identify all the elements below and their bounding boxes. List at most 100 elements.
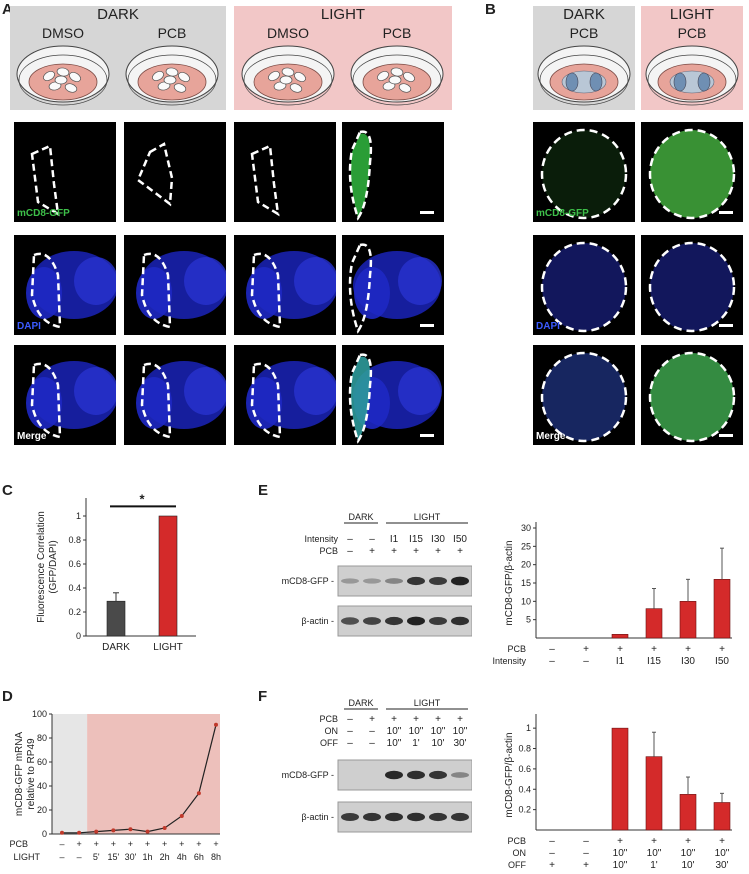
blotF-row-cell: 10" bbox=[431, 726, 446, 737]
blotE-dark-label: DARK bbox=[348, 512, 373, 522]
blotF-band bbox=[451, 772, 469, 778]
blotE-row-cell: + bbox=[413, 546, 419, 557]
chartF-ytick-label: 0.4 bbox=[518, 784, 531, 794]
panel-b-light-heading: LIGHT bbox=[669, 6, 715, 23]
panel-c-ylabel-line2: (GFP/DAPI) bbox=[48, 540, 59, 593]
blotF-row-cell: + bbox=[369, 714, 375, 725]
blotE-band bbox=[385, 616, 403, 626]
chartF-row-label: ON bbox=[513, 848, 527, 858]
micrograph-a-r3-c4 bbox=[342, 345, 444, 445]
panel-d-ytick-label: 60 bbox=[37, 757, 47, 767]
dish-a-4-label: PCB bbox=[383, 25, 412, 41]
chartE-ytick-label: 15 bbox=[521, 578, 531, 588]
chartF-row-cell: 10" bbox=[681, 848, 696, 859]
panel-d-label: D bbox=[2, 688, 13, 705]
panel-d-light-cell: 15' bbox=[107, 852, 119, 862]
panel-c-ytick-label: 0.6 bbox=[68, 559, 81, 569]
micrograph-b-channel-label-1: mCD8-GFP bbox=[536, 208, 589, 219]
chartF-row-label: OFF bbox=[508, 860, 526, 870]
blotE-band bbox=[451, 616, 469, 626]
chartF-row-cell: – bbox=[583, 836, 589, 847]
chartF-ytick-label: 0.8 bbox=[518, 744, 531, 754]
blotE-band bbox=[407, 576, 425, 586]
panel-d-point bbox=[111, 828, 116, 833]
panel-d-light-cell: 5' bbox=[93, 852, 100, 862]
chartF-bar bbox=[611, 727, 629, 831]
panel-d-light-cell: – bbox=[59, 852, 64, 862]
blotF-band bbox=[407, 770, 425, 780]
blotF-row-cell: – bbox=[347, 738, 353, 749]
blotE-band bbox=[363, 617, 381, 625]
chartF-row-cell: + bbox=[685, 836, 691, 847]
micrograph-a-r3-c1: Merge bbox=[14, 345, 116, 445]
panel-d-ytick-label: 0 bbox=[42, 829, 47, 839]
panel-d-point bbox=[196, 791, 201, 796]
panel-d-light-cell: – bbox=[77, 852, 82, 862]
panel-d-pcb-cell: + bbox=[145, 839, 150, 849]
micrograph-b-channel-label-3: Merge bbox=[536, 431, 566, 442]
scale-bar-a-2 bbox=[420, 324, 434, 327]
blotF-row-cell: + bbox=[391, 714, 397, 725]
blotF-row-cell: + bbox=[413, 714, 419, 725]
panel-d-ylabel-line1: mCD8-GFP mRNA bbox=[14, 732, 25, 817]
chartE-row-cell: + bbox=[651, 644, 657, 655]
chartF-row-cell: 30' bbox=[715, 860, 728, 871]
blotF-band bbox=[385, 770, 403, 780]
panel-d-pcb-cell: + bbox=[76, 839, 81, 849]
panel-d-pcb-cell: + bbox=[196, 839, 201, 849]
micrograph-b-r1-c2 bbox=[641, 122, 743, 222]
blotE-band bbox=[385, 578, 403, 584]
blotF-band bbox=[363, 812, 381, 822]
scale-bar-b-3 bbox=[719, 434, 733, 437]
chartF-bar bbox=[679, 794, 697, 831]
panel-d-light-cell: 2h bbox=[160, 852, 170, 862]
blotE-row-cell: I30 bbox=[431, 534, 445, 545]
dish-b-1: PCB bbox=[537, 25, 631, 106]
panel-c-ytick-label: 0.8 bbox=[68, 535, 81, 545]
blotF-row-cell: + bbox=[435, 714, 441, 725]
chartF-row-cell: + bbox=[583, 860, 589, 871]
micrograph-b-r3-c1: Merge bbox=[533, 345, 635, 445]
chartF-ytick-label: 1 bbox=[526, 723, 531, 733]
chartE-ylabel: mCD8-GFP/β-actin bbox=[504, 540, 515, 625]
panel-d-point bbox=[145, 829, 150, 834]
blotE-band bbox=[451, 576, 469, 586]
micrograph-b-channel-label-2: DAPI bbox=[536, 321, 560, 332]
chartF-row-label: PCB bbox=[507, 836, 526, 846]
dish-a-1: DMSO bbox=[16, 25, 110, 106]
chartE-row-cell: + bbox=[685, 644, 691, 655]
blotE-band bbox=[341, 617, 359, 625]
panel-d-pcb-cell: + bbox=[179, 839, 184, 849]
micrograph-a-channel-label-3: Merge bbox=[17, 431, 47, 442]
dish-a-4: PCB bbox=[350, 25, 444, 106]
blotF-row-label: ON bbox=[325, 726, 339, 736]
panel-c-bar-dark bbox=[106, 600, 126, 637]
chartF-row-cell: – bbox=[549, 848, 555, 859]
blotE-row-cell: + bbox=[369, 546, 375, 557]
panel-c-ylabel-line1: Fluorescence Correlation bbox=[36, 511, 47, 623]
panel-d-point bbox=[214, 722, 218, 727]
chartF-row-cell: + bbox=[651, 836, 657, 847]
dish-a-3: DMSO bbox=[241, 25, 335, 106]
panel-d-light-cell: 8h bbox=[211, 852, 221, 862]
dish-a-2: PCB bbox=[125, 25, 219, 106]
panel-c-xtick-label: DARK bbox=[102, 642, 130, 653]
chartF-ylabel: mCD8-GFP/β-actin bbox=[504, 732, 515, 817]
dish-a-1-label: DMSO bbox=[42, 25, 84, 41]
micrograph-b-r2-c1: DAPI bbox=[533, 235, 635, 335]
panel-f-label: F bbox=[258, 688, 268, 705]
blotF-membrane-1 bbox=[337, 759, 472, 791]
panel-c-significance-star: * bbox=[139, 491, 145, 506]
chartF-ytick-label: 0.6 bbox=[518, 764, 531, 774]
scale-bar-a-3 bbox=[420, 434, 434, 437]
micrograph-a-r1-c3 bbox=[234, 122, 336, 222]
blotF-row-cell: 10" bbox=[409, 726, 424, 737]
panel-b-dark-heading: DARK bbox=[563, 6, 605, 23]
panel-d-chart: 0 20 40 60 80 100 PCB LIGHT – + + + + + + + + + – – 5' 15' 30'… bbox=[9, 709, 221, 862]
chartE-row-label: Intensity bbox=[492, 656, 526, 666]
chartF-bar bbox=[645, 756, 663, 831]
micrograph-b-r1-c1: mCD8-GFP bbox=[533, 122, 635, 222]
blotF-light-label: LIGHT bbox=[414, 698, 441, 708]
